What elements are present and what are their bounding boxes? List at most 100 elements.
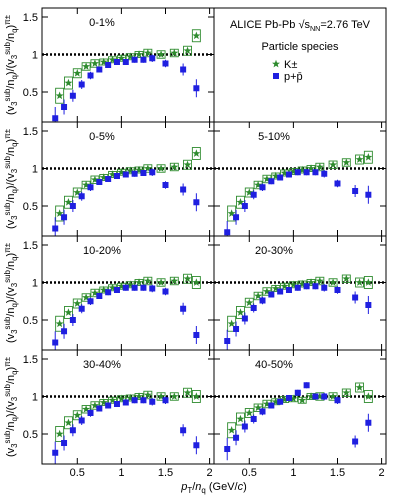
square-marker xyxy=(334,180,341,187)
syst-box xyxy=(244,408,254,418)
syst-box xyxy=(236,412,245,426)
star-marker xyxy=(99,398,108,406)
square-marker xyxy=(352,188,359,194)
star-marker xyxy=(170,392,179,400)
square-marker xyxy=(321,284,328,291)
y-axis-label-part: 3 xyxy=(10,215,19,220)
syst-box xyxy=(72,298,82,309)
square-marker xyxy=(321,393,328,400)
square-marker xyxy=(140,56,147,63)
star-marker xyxy=(254,403,263,412)
y-axis-label-part: ) xyxy=(5,367,17,371)
y-axis-label-part: )/(v xyxy=(5,287,17,303)
square-marker xyxy=(294,169,301,176)
square-marker xyxy=(78,193,85,200)
star-marker xyxy=(55,319,64,328)
star-marker xyxy=(298,279,307,288)
square-marker xyxy=(321,170,328,177)
syst-box xyxy=(355,277,364,288)
star-marker xyxy=(170,276,179,285)
annotation-part: ALICE Pb-Pb xyxy=(230,19,298,31)
square-marker xyxy=(61,328,68,335)
y-axis-label-part: /n xyxy=(5,261,17,270)
y-tick-label: 1.5 xyxy=(23,12,38,24)
y-axis-label-part: ) xyxy=(5,139,17,143)
square-marker xyxy=(303,169,310,176)
square-marker xyxy=(78,305,85,312)
square-marker xyxy=(250,191,257,198)
y-axis-label-part: π± xyxy=(3,356,12,366)
x-tick-label: 1 xyxy=(290,467,296,479)
square-marker xyxy=(180,66,187,73)
y-axis-label-part: q xyxy=(10,28,19,32)
y-tick-label: 1.5 xyxy=(23,354,38,366)
square-marker xyxy=(193,332,200,338)
square-marker xyxy=(96,66,103,73)
x-tick-label: 2 xyxy=(379,467,385,479)
square-marker xyxy=(268,178,275,185)
y-axis-label: (v3sub/nq)/(v3sub/nq)π± xyxy=(3,128,19,229)
x-axis-label-part: q xyxy=(201,486,205,495)
star-marker xyxy=(126,393,135,402)
y-axis-label-part: q xyxy=(10,417,19,421)
star-marker xyxy=(355,383,364,391)
star-marker xyxy=(329,278,338,286)
y-tick-label: 1 xyxy=(32,392,38,404)
square-marker xyxy=(334,397,341,404)
x-axis-label-part: ) xyxy=(243,481,247,493)
square-marker xyxy=(233,214,240,221)
x-axis-label-part: / xyxy=(192,481,196,493)
star-marker xyxy=(117,282,126,290)
y-axis-label-part: q xyxy=(10,256,19,260)
y-axis-label-part: sub xyxy=(3,202,12,215)
x-axis-label-part: n xyxy=(195,481,201,493)
square-marker xyxy=(273,73,279,79)
y-axis-label-part: 3 xyxy=(10,443,19,448)
star-marker xyxy=(90,401,99,409)
x-axis-label-part: (GeV/ xyxy=(206,481,239,493)
panel-label: 20-30% xyxy=(255,245,293,257)
y-tick-label: 0.5 xyxy=(23,315,38,327)
y-axis-label-part: ) xyxy=(5,253,17,257)
star-marker xyxy=(183,388,192,397)
square-marker xyxy=(233,326,240,332)
x-axis-label: pT/nq (GeV/c) xyxy=(180,481,247,495)
square-marker xyxy=(294,389,301,396)
star-marker xyxy=(99,57,108,66)
syst-box xyxy=(64,306,73,319)
syst-box xyxy=(64,76,73,90)
star-marker xyxy=(307,278,316,286)
square-marker xyxy=(105,176,112,182)
square-marker xyxy=(334,287,341,293)
y-axis-label-part: (v xyxy=(5,333,17,343)
square-marker xyxy=(312,283,319,290)
square-marker xyxy=(193,199,200,206)
square-marker xyxy=(52,115,59,122)
square-marker xyxy=(105,62,112,68)
star-marker xyxy=(262,287,271,295)
square-marker xyxy=(352,438,359,445)
star-marker xyxy=(183,274,192,283)
y-axis-label-part: /n xyxy=(5,308,17,317)
y-axis-label-part: 3 xyxy=(10,168,19,173)
star-marker xyxy=(157,392,166,400)
square-marker xyxy=(149,285,156,292)
star-marker xyxy=(236,308,245,316)
panel-plot xyxy=(42,147,214,236)
square-marker xyxy=(131,56,138,63)
y-axis-label-part: 3 xyxy=(10,282,19,287)
star-marker xyxy=(73,69,82,77)
square-marker xyxy=(285,395,292,401)
star-marker xyxy=(342,274,351,283)
square-marker xyxy=(131,397,138,404)
square-marker xyxy=(277,288,284,295)
star-marker xyxy=(289,167,298,175)
star-marker xyxy=(90,175,99,184)
syst-box xyxy=(183,159,192,170)
y-tick-label: 1 xyxy=(32,50,38,62)
star-marker xyxy=(355,278,364,286)
panel-plot xyxy=(42,273,214,350)
y-axis-label-part: )/(v xyxy=(5,59,17,75)
square-marker xyxy=(303,382,310,389)
square-marker xyxy=(180,427,187,434)
